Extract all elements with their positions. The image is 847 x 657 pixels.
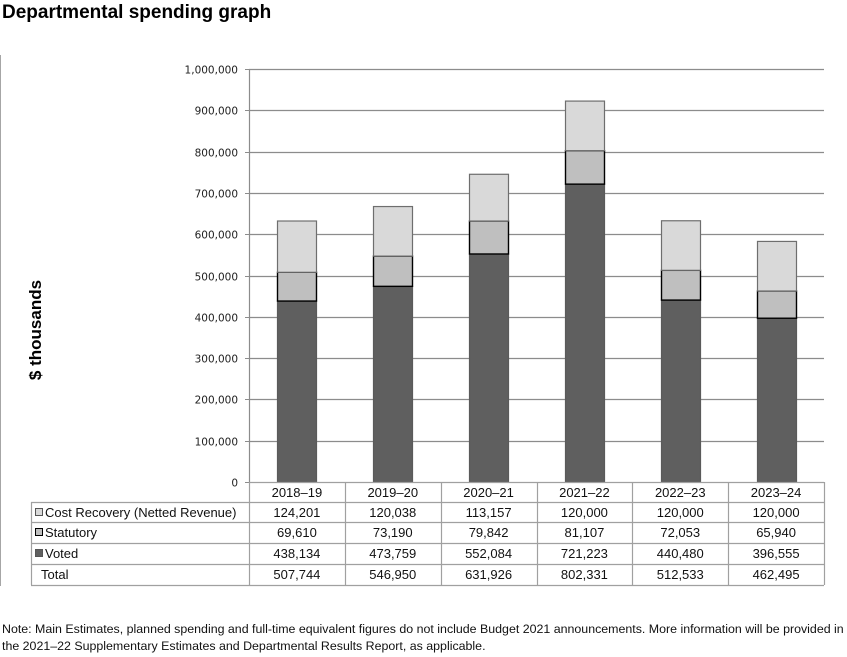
bar-cost-recovery-netted-revenue (756, 240, 798, 292)
legend-swatch (35, 549, 43, 557)
data-label: 65,940 (756, 525, 796, 540)
y-tick-label: 700,000 (195, 189, 238, 201)
bar-voted (468, 253, 510, 483)
x-category-label: 2022–23 (655, 485, 706, 500)
legend-label: Cost Recovery (Netted Revenue) (45, 505, 236, 520)
data-label: 79,842 (469, 525, 509, 540)
x-category-label: 2020–21 (463, 485, 514, 500)
data-label: 120,000 (753, 505, 800, 520)
bar-statutory (468, 220, 510, 255)
bar-voted (660, 299, 702, 483)
bar-statutory (276, 271, 318, 302)
data-label: 473,759 (369, 546, 416, 561)
total-value: 802,331 (561, 567, 608, 582)
y-tick-label: 800,000 (195, 148, 238, 160)
x-category-label: 2023–24 (751, 485, 802, 500)
total-value: 512,533 (657, 567, 704, 582)
data-label: 73,190 (373, 525, 413, 540)
y-tick-label: 400,000 (195, 313, 238, 325)
data-label: 124,201 (273, 505, 320, 520)
y-axis-ticks: 0 100,000 200,000 300,000 400,000 500,000 600,… (185, 65, 238, 490)
total-value: 546,950 (369, 567, 416, 582)
y-tick-label: 600,000 (195, 230, 238, 242)
data-label: 120,000 (657, 505, 704, 520)
total-value: 462,495 (753, 567, 800, 582)
data-label: 120,038 (369, 505, 416, 520)
bar-statutory (756, 290, 798, 319)
data-label: 69,610 (277, 525, 317, 540)
data-label: 438,134 (273, 546, 320, 561)
bar-voted (372, 285, 414, 483)
y-tick-label: 1,000,000 (185, 65, 238, 77)
data-label: 72,053 (660, 525, 700, 540)
y-tick-label: 900,000 (195, 106, 238, 118)
total-row-label: Total (41, 567, 69, 582)
bar-voted (564, 183, 606, 483)
data-label: 721,223 (561, 546, 608, 561)
bar-cost-recovery-netted-revenue (276, 220, 318, 273)
total-value: 507,744 (273, 567, 320, 582)
x-category-label: 2021–22 (559, 485, 610, 500)
gridlines (245, 68, 824, 483)
bar-voted (276, 300, 318, 483)
bar-statutory (660, 269, 702, 301)
y-tick-label: 200,000 (195, 395, 238, 407)
y-tick-label: 100,000 (195, 437, 238, 449)
footnote: Note: Main Estimates, planned spending a… (2, 622, 844, 653)
page-title: Departmental spending graph (2, 2, 272, 23)
bar-cost-recovery-netted-revenue (468, 173, 510, 222)
spending-chart: 0 100,000 200,000 300,000 400,000 500,000 600,… (30, 65, 826, 587)
x-category-label: 2018–19 (272, 485, 323, 500)
total-value: 631,926 (465, 567, 512, 582)
data-label: 81,107 (565, 525, 605, 540)
data-label: 120,000 (561, 505, 608, 520)
bar-voted (756, 317, 798, 483)
left-border-divider (0, 55, 1, 586)
bars (276, 100, 798, 483)
bar-statutory (564, 149, 606, 185)
x-category-label: 2019–20 (367, 485, 418, 500)
data-label: 552,084 (465, 546, 512, 561)
data-label: 440,480 (657, 546, 704, 561)
data-label: 113,157 (466, 505, 512, 520)
y-tick-label: 500,000 (195, 272, 238, 284)
bar-cost-recovery-netted-revenue (372, 205, 414, 257)
bar-cost-recovery-netted-revenue (660, 220, 702, 271)
data-label: 396,555 (753, 546, 800, 561)
bar-statutory (372, 255, 414, 288)
legend-label: Voted (45, 546, 78, 561)
legend-swatch (35, 528, 43, 536)
y-tick-label: 0 (231, 478, 238, 490)
bar-cost-recovery-netted-revenue (564, 100, 606, 152)
y-tick-label: 300,000 (195, 354, 238, 366)
legend-swatch (35, 508, 43, 516)
legend-label: Statutory (45, 525, 98, 540)
data-table: 2018–19 2019–20 2020–21 2021–22 2022–23 2023–… (30, 481, 826, 587)
